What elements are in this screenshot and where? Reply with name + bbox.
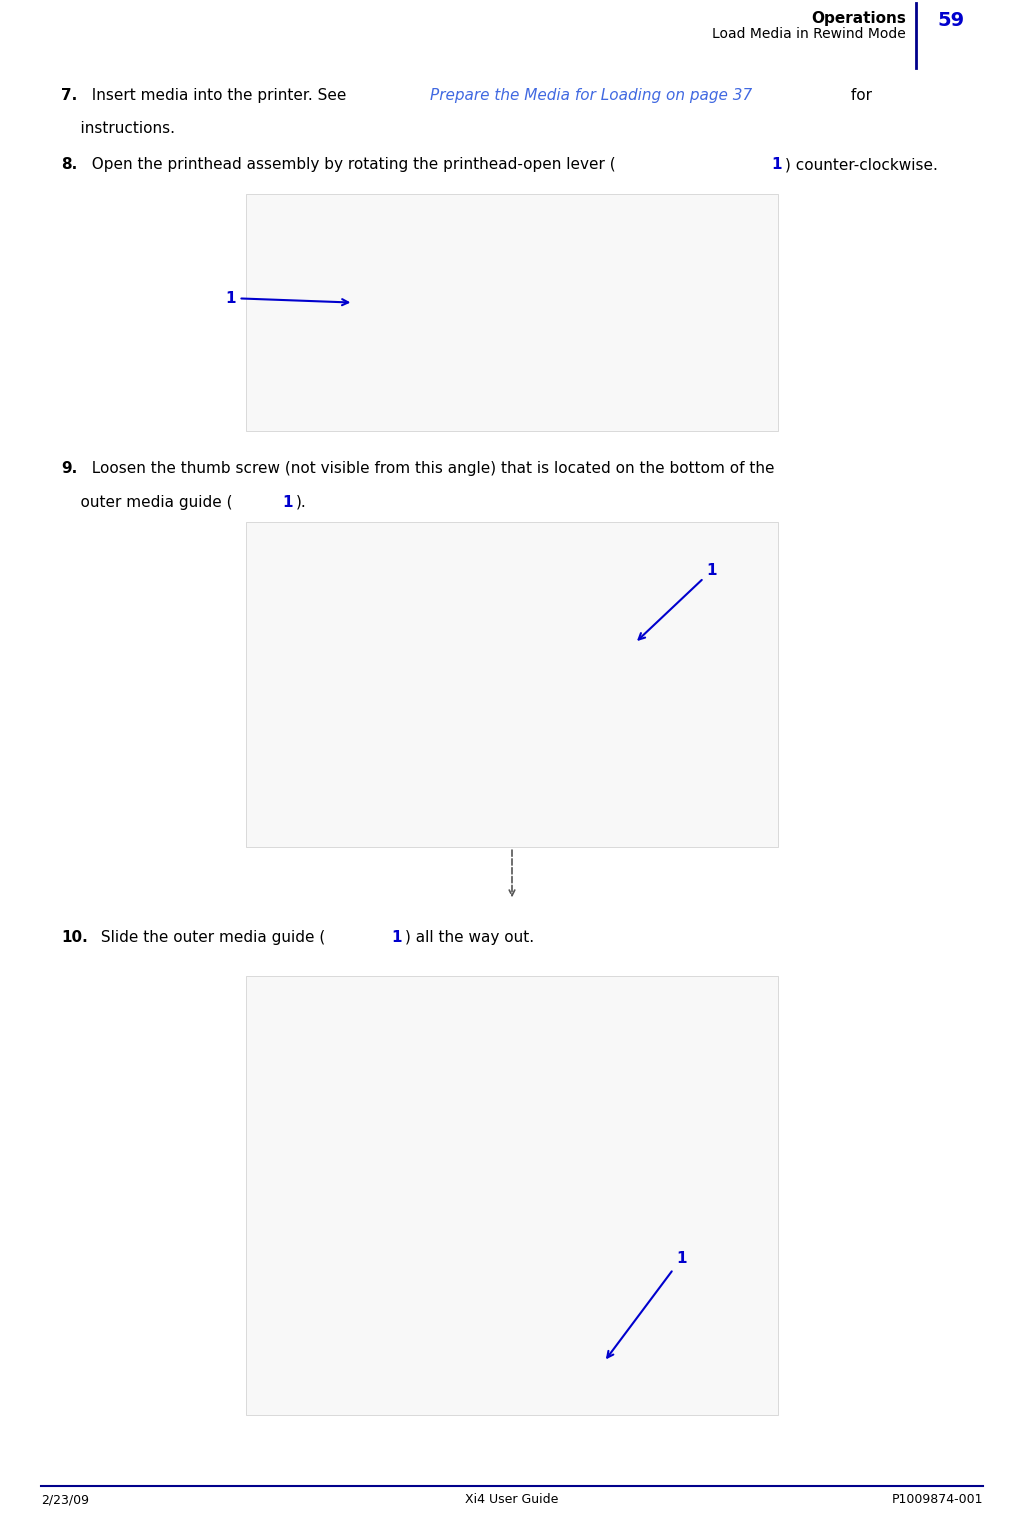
FancyBboxPatch shape bbox=[246, 194, 778, 431]
FancyBboxPatch shape bbox=[246, 194, 778, 431]
Text: 1: 1 bbox=[639, 563, 717, 640]
FancyBboxPatch shape bbox=[246, 522, 778, 847]
Text: 2/23/09: 2/23/09 bbox=[41, 1493, 89, 1507]
Text: 1: 1 bbox=[392, 930, 402, 946]
Text: for: for bbox=[846, 88, 871, 103]
FancyBboxPatch shape bbox=[246, 976, 778, 1415]
Text: Loosen the thumb screw (not visible from this angle) that is located on the bott: Loosen the thumb screw (not visible from… bbox=[82, 461, 775, 477]
Text: ) all the way out.: ) all the way out. bbox=[406, 930, 535, 946]
Text: Open the printhead assembly by rotating the printhead-open lever (: Open the printhead assembly by rotating … bbox=[82, 157, 616, 172]
Text: Operations: Operations bbox=[811, 11, 906, 26]
Text: 1: 1 bbox=[771, 157, 781, 172]
Text: 1: 1 bbox=[225, 290, 348, 306]
Text: P1009874-001: P1009874-001 bbox=[892, 1493, 983, 1507]
Text: Xi4 User Guide: Xi4 User Guide bbox=[465, 1493, 559, 1507]
Text: 59: 59 bbox=[937, 11, 964, 30]
Text: Slide the outer media guide (: Slide the outer media guide ( bbox=[96, 930, 326, 946]
Text: 9.: 9. bbox=[61, 461, 78, 477]
Text: 8.: 8. bbox=[61, 157, 78, 172]
Text: ) counter-clockwise.: ) counter-clockwise. bbox=[784, 157, 937, 172]
Text: 1: 1 bbox=[607, 1251, 686, 1357]
Text: ).: ). bbox=[296, 495, 307, 510]
Text: 1: 1 bbox=[283, 495, 293, 510]
Text: instructions.: instructions. bbox=[61, 121, 175, 136]
Text: outer media guide (: outer media guide ( bbox=[61, 495, 232, 510]
Text: Load Media in Rewind Mode: Load Media in Rewind Mode bbox=[713, 27, 906, 41]
Text: 10.: 10. bbox=[61, 930, 88, 946]
Text: Insert media into the printer. See: Insert media into the printer. See bbox=[82, 88, 351, 103]
Text: 7.: 7. bbox=[61, 88, 78, 103]
Text: Prepare the Media for Loading on page 37: Prepare the Media for Loading on page 37 bbox=[430, 88, 752, 103]
